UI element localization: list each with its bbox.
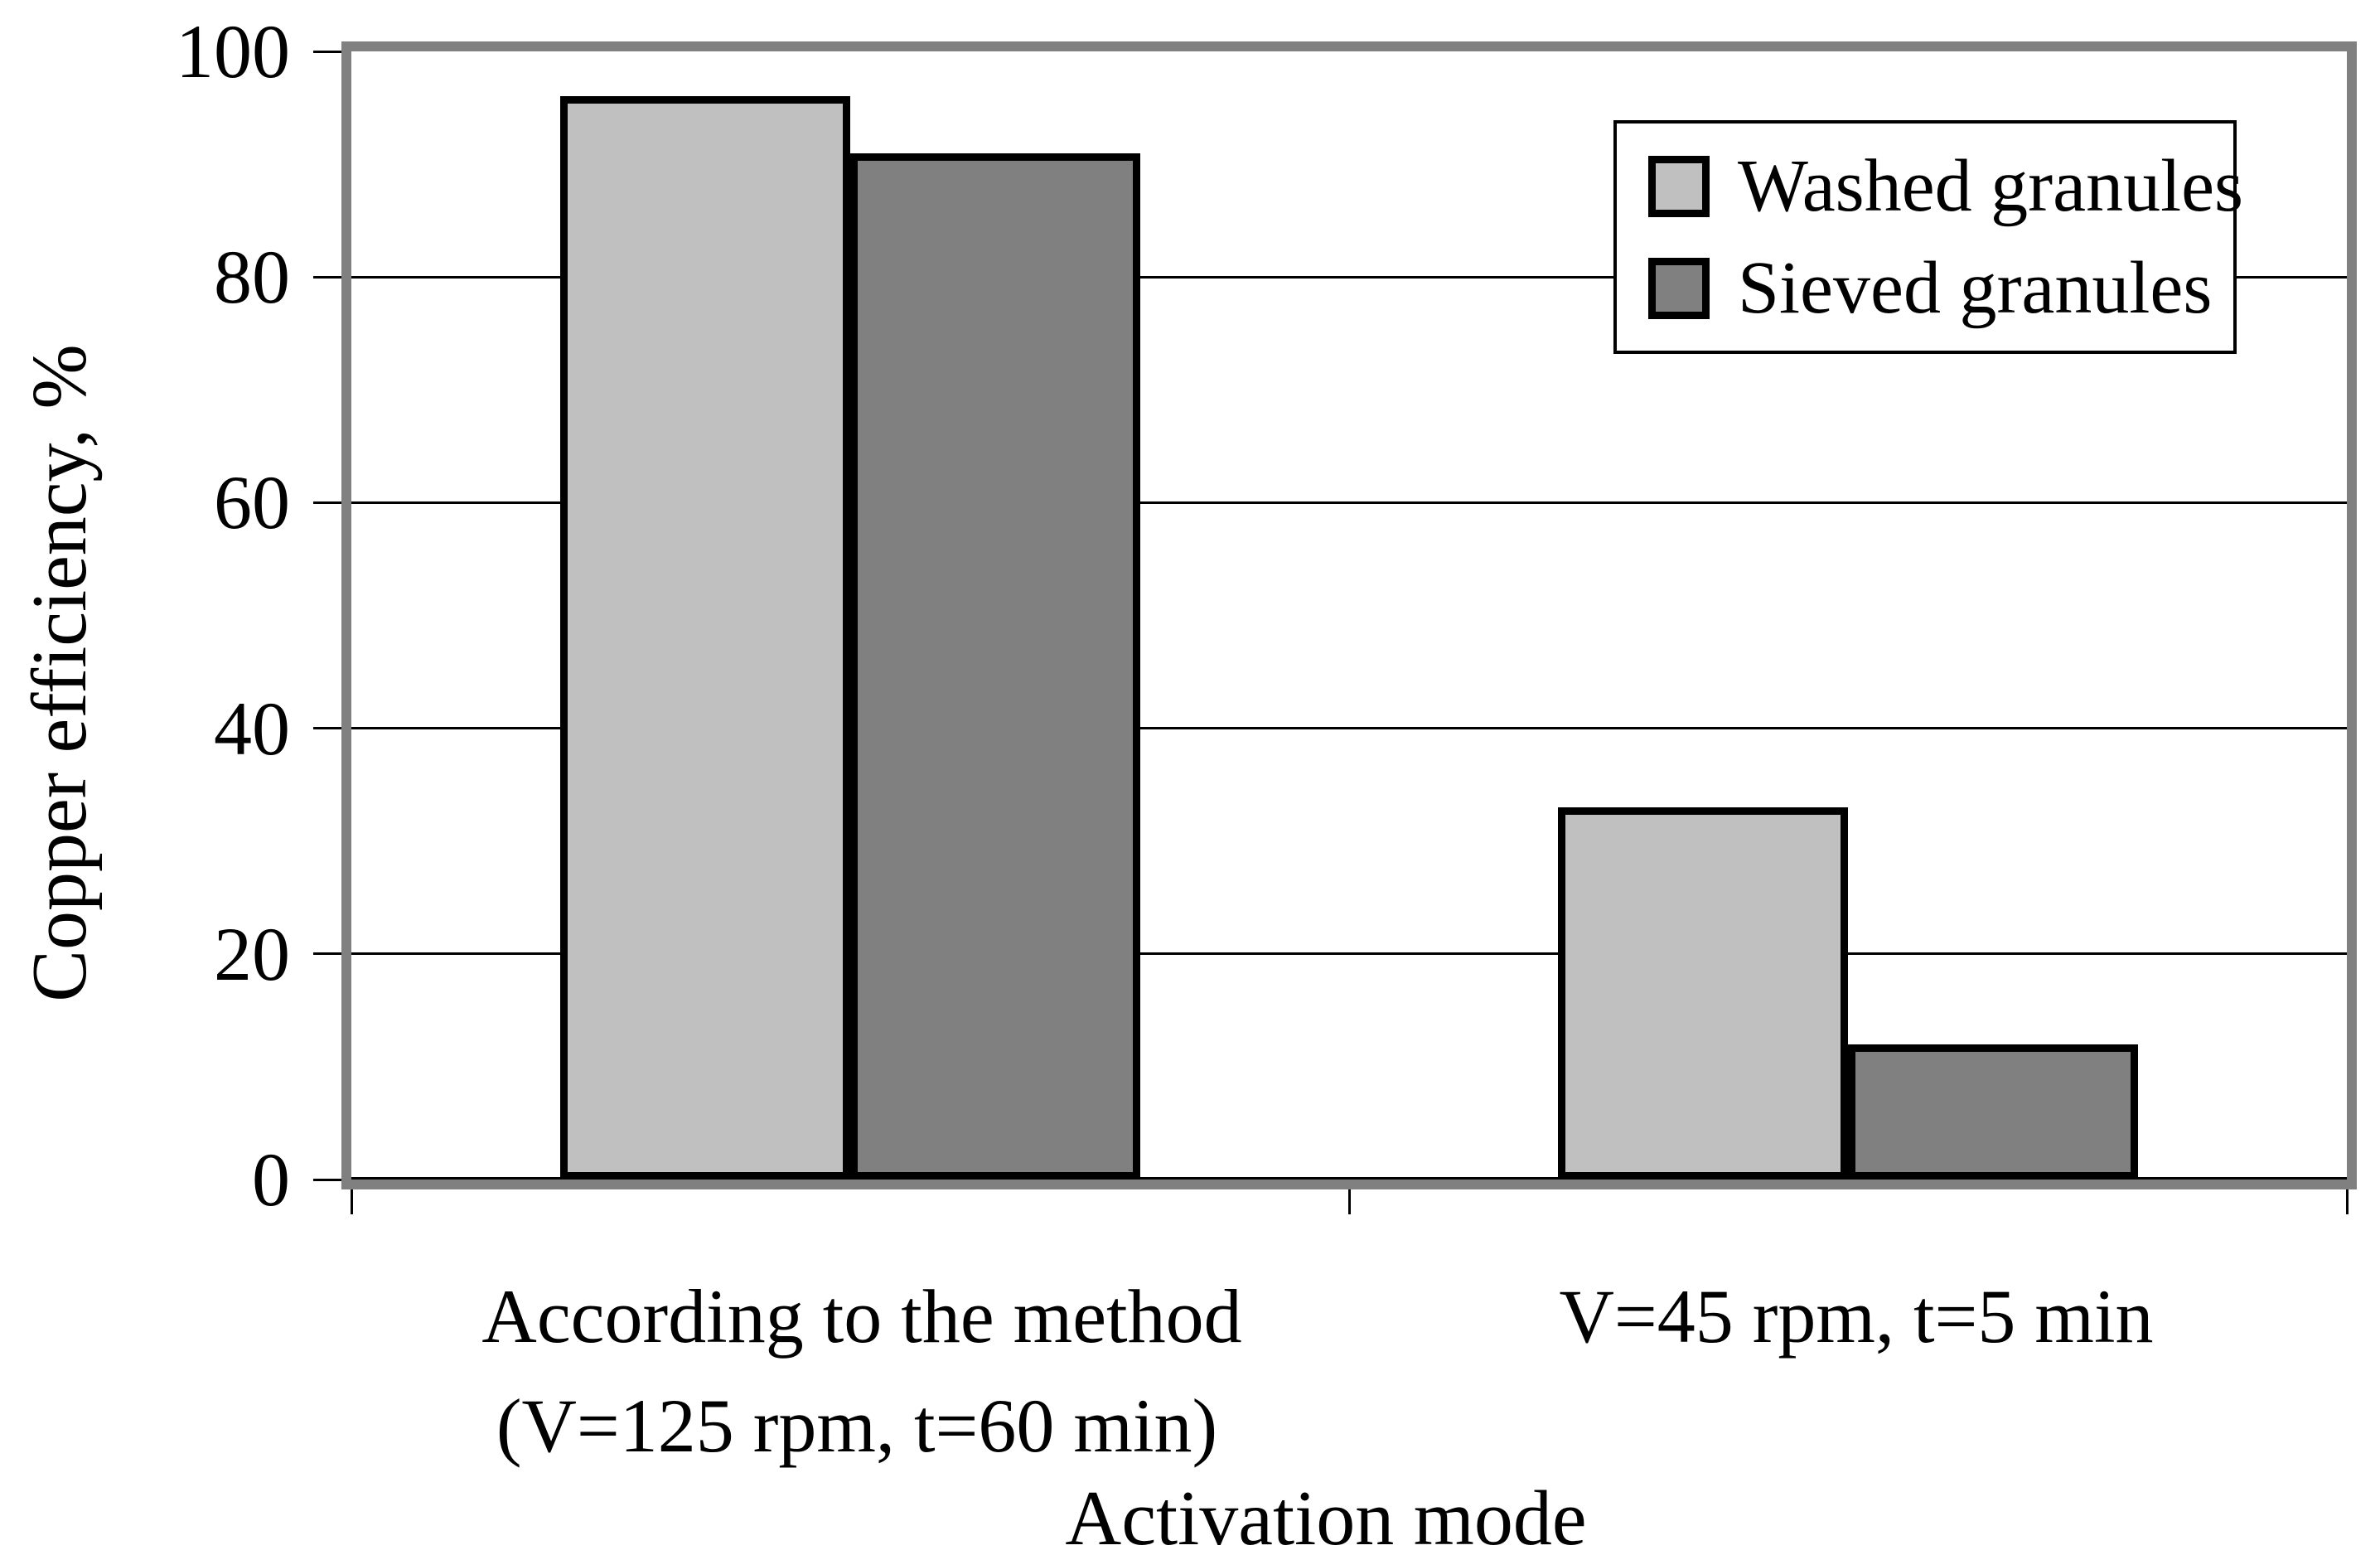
y-tick-100 <box>313 50 341 53</box>
gridline-40 <box>351 727 2347 730</box>
y-tick-label-40: 40 <box>214 685 290 771</box>
category-label-45rpm: V=45 rpm, t=5 min <box>1559 1274 2154 1359</box>
y-tick-label-60: 60 <box>214 460 290 545</box>
y-tick-label-80: 80 <box>214 235 290 320</box>
x-tick-2 <box>2345 1189 2349 1214</box>
legend-label-washed: Washed granules <box>1738 144 2244 227</box>
y-tick-60 <box>313 501 341 504</box>
gridline-80 <box>351 275 2347 279</box>
legend-label-sieved: Sieved granules <box>1738 246 2213 329</box>
category-label-method-line1: According to the method <box>481 1274 1242 1359</box>
sieved-granules-swatch <box>1648 257 1710 319</box>
x-axis-baseline <box>351 1177 2347 1180</box>
legend: Washed granules Sieved granules <box>1613 120 2243 354</box>
y-tick-40 <box>313 727 341 730</box>
x-tick-1 <box>1347 1189 1351 1214</box>
bar-sieved-granules-cat1 <box>1848 1044 2138 1180</box>
x-tick-0 <box>350 1189 353 1214</box>
washed-granules-swatch <box>1648 155 1710 217</box>
legend-item-sieved: Sieved granules <box>1648 247 2225 330</box>
y-tick-0 <box>313 1178 341 1181</box>
bar-washed-granules-cat1 <box>1558 807 1848 1180</box>
y-tick-label-20: 20 <box>214 911 290 996</box>
gridline-20 <box>351 952 2347 956</box>
legend-item-washed: Washed granules <box>1648 145 2243 228</box>
gridline-60 <box>351 501 2347 504</box>
y-tick-label-0: 0 <box>252 1137 290 1222</box>
y-tick-80 <box>313 275 341 279</box>
y-tick-label-100: 100 <box>176 9 290 94</box>
category-label-method-line2: (V=125 rpm, t=60 min) <box>496 1383 1218 1468</box>
y-axis-title: Copper efficiency, % <box>17 344 103 1002</box>
x-axis-title: Activation mode <box>1065 1475 1587 1555</box>
bar-washed-granules-cat0 <box>560 96 850 1180</box>
y-tick-20 <box>313 952 341 956</box>
bar-sieved-granules-cat0 <box>850 153 1140 1180</box>
